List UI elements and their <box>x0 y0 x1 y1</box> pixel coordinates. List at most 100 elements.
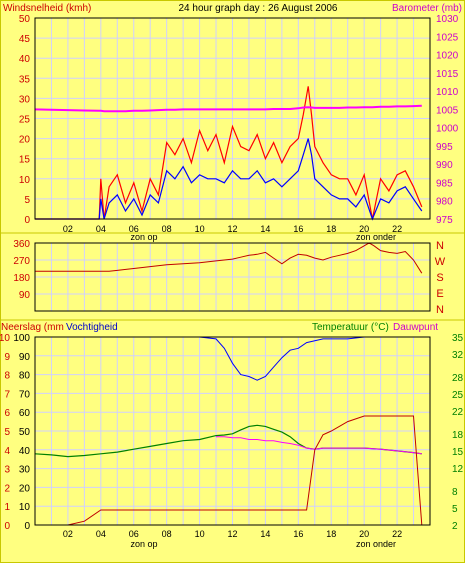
panel-1-frame <box>34 17 431 220</box>
x-tick-label: 06 <box>129 529 139 539</box>
compass-label: N <box>436 240 444 252</box>
wind-average-series <box>35 138 423 221</box>
wind-y-tick: 15 <box>19 155 31 166</box>
x-tick-label: 22 <box>392 529 402 539</box>
barometer-series <box>34 104 422 113</box>
barometer-y-tick: 980 <box>436 197 453 208</box>
humidity-y-tick: 90 <box>19 352 31 363</box>
x-tick-label: 02 <box>63 529 73 539</box>
direction-series <box>35 242 423 274</box>
temperature-y-tick: 28 <box>452 373 464 384</box>
panel-2-frame <box>34 242 431 312</box>
sunrise-label-2: zon op <box>130 539 157 549</box>
rain-series <box>35 415 423 526</box>
barometer-y-tick: 1030 <box>436 14 459 25</box>
barometer-y-tick: 1020 <box>436 51 459 62</box>
rain-y-tick: 10 <box>0 333 10 344</box>
x-tick-label: 02 <box>63 224 73 234</box>
direction-y-tick: 360 <box>13 239 30 250</box>
x-tick-label: 08 <box>162 224 172 234</box>
sunset-label-2: zon onder <box>356 539 396 549</box>
temperature-y-tick: 22 <box>452 407 464 418</box>
temperature-y-tick: 12 <box>452 464 464 475</box>
humidity-axis-label: Vochtigheid <box>66 322 118 333</box>
humidity-y-tick: 10 <box>19 502 31 513</box>
barometer-y-tick: 1000 <box>436 124 459 135</box>
rain-y-tick: 9 <box>4 352 10 363</box>
rain-y-tick: 8 <box>4 371 10 382</box>
dewpoint-axis-label: Dauwpunt <box>393 322 438 333</box>
chart-title: 24 hour graph day : 26 August 2006 <box>178 3 337 14</box>
barometer-y-tick: 995 <box>436 142 453 153</box>
x-tick-label: 18 <box>326 224 336 234</box>
temperature-y-tick: 18 <box>452 430 464 441</box>
rain-y-tick: 3 <box>4 465 10 476</box>
x-tick-label: 20 <box>359 529 369 539</box>
compass-label: N <box>436 304 444 316</box>
humidity-y-tick: 0 <box>24 521 30 532</box>
wind-y-tick: 0 <box>24 215 30 226</box>
wind-y-tick: 50 <box>19 14 31 25</box>
wind-y-tick: 25 <box>19 115 31 126</box>
x-tick-label: 16 <box>293 529 303 539</box>
x-tick-label: 14 <box>260 529 270 539</box>
wind-gust-series <box>35 86 423 220</box>
x-tick-label: 20 <box>359 224 369 234</box>
x-tick-label: 14 <box>260 224 270 234</box>
barometer-axis-label: Barometer (mb) <box>392 3 462 14</box>
direction-y-tick: 270 <box>13 256 30 267</box>
humidity-y-tick: 100 <box>13 333 30 344</box>
wind-y-tick: 20 <box>19 135 31 146</box>
rain-y-tick: 1 <box>4 502 10 513</box>
wind-y-tick: 45 <box>19 34 31 45</box>
humidity-y-tick: 80 <box>19 371 31 382</box>
barometer-y-tick: 1015 <box>436 69 459 80</box>
x-tick-label: 16 <box>293 224 303 234</box>
barometer-y-tick: 1005 <box>436 105 459 116</box>
humidity-y-tick: 60 <box>19 408 31 419</box>
temperature-y-tick: 2 <box>452 521 458 532</box>
x-tick-label: 10 <box>195 529 205 539</box>
barometer-y-tick: 1010 <box>436 87 459 98</box>
direction-y-tick: 90 <box>19 290 31 301</box>
barometer-y-tick: 990 <box>436 160 453 171</box>
temperature-y-tick: 25 <box>452 390 464 401</box>
humidity-y-tick: 30 <box>19 465 31 476</box>
wind-y-tick: 10 <box>19 175 31 186</box>
humidity-y-tick: 70 <box>19 389 31 400</box>
x-tick-label: 08 <box>162 529 172 539</box>
rain-axis-label: Neerslag (mm <box>1 322 64 333</box>
barometer-y-tick: 1025 <box>436 32 459 43</box>
barometer-y-tick: 975 <box>436 215 453 226</box>
x-tick-label: 12 <box>227 224 237 234</box>
dewpoint-series <box>216 436 422 455</box>
temperature-y-tick: 15 <box>452 447 464 458</box>
wind-y-tick: 40 <box>19 54 31 65</box>
humidity-y-tick: 50 <box>19 427 31 438</box>
compass-label: W <box>435 256 446 268</box>
rain-y-tick: 0 <box>4 521 10 532</box>
direction-y-tick: 180 <box>13 273 30 284</box>
x-tick-label: 04 <box>96 529 106 539</box>
temperature-y-tick: 35 <box>452 333 464 344</box>
x-tick-label: 22 <box>392 224 402 234</box>
humidity-y-tick: 20 <box>19 483 31 494</box>
sunset-label-1: zon onder <box>356 232 396 242</box>
rain-y-tick: 6 <box>4 408 10 419</box>
temperature-y-tick: 5 <box>452 504 458 515</box>
humidity-y-tick: 40 <box>19 446 31 457</box>
x-tick-label: 10 <box>195 224 205 234</box>
wind-y-tick: 35 <box>19 74 31 85</box>
temperature-y-tick: 8 <box>452 487 458 498</box>
rain-y-tick: 7 <box>4 389 10 400</box>
rain-y-tick: 2 <box>4 483 10 494</box>
wind-axis-label: Windsnelheid (kmh) <box>3 3 91 14</box>
x-tick-label: 12 <box>227 529 237 539</box>
barometer-y-tick: 985 <box>436 178 453 189</box>
wind-y-tick: 5 <box>24 195 30 206</box>
wind-y-tick: 30 <box>19 94 31 105</box>
compass-label: E <box>436 288 443 300</box>
temperature-axis-label: Temperatuur (°C) <box>312 322 389 333</box>
